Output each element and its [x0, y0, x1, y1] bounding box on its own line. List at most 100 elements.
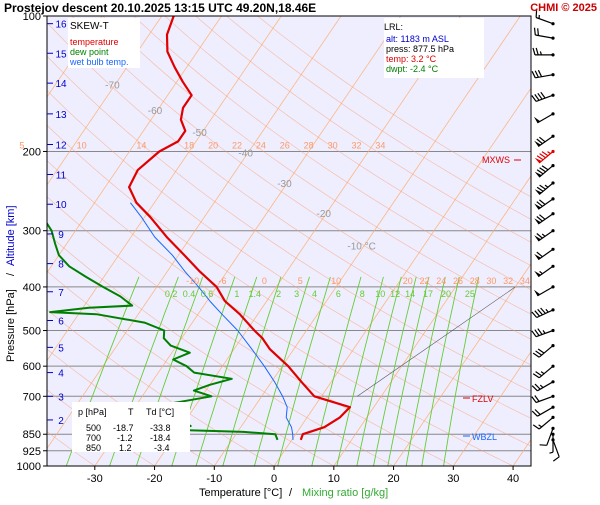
level-table-header-p: p [hPa]	[78, 407, 107, 417]
pressure-tick-label: 500	[23, 326, 41, 338]
level-row-td: -18.4	[150, 433, 171, 443]
adiabat-label: -6	[219, 276, 227, 286]
adiabat-label: 30	[328, 140, 338, 150]
pressure-tick-label: 925	[23, 446, 41, 458]
isotherm-label: -30	[277, 179, 292, 190]
wind-barb-dot	[551, 395, 554, 398]
mixing-ratio-label: 1	[234, 289, 239, 299]
wind-barb-dot	[551, 285, 554, 288]
adiabat-label: -10	[186, 276, 199, 286]
isotherm-label: -50	[192, 128, 207, 139]
lrl-press: press: 877.5 hPa	[386, 44, 454, 54]
adiabat-label: 20	[208, 140, 218, 150]
wind-barb-dot	[551, 248, 554, 251]
mixing-ratio-label: 12	[390, 289, 400, 299]
adiabat-label: 18	[184, 140, 194, 150]
level-row-p: 700	[86, 433, 101, 443]
wind-barb-dot	[551, 365, 554, 368]
level-row-t: 1.2	[119, 443, 132, 453]
wind-barb-dot	[551, 73, 554, 76]
mixing-ratio-label: 3	[294, 289, 299, 299]
altitude-tick-label: 4	[58, 369, 64, 380]
altitude-tick-label: 11	[56, 170, 67, 181]
lrl-title: LRL:	[384, 22, 403, 32]
wind-barb-dot	[551, 265, 554, 268]
pressure-tick-label: 300	[23, 226, 41, 238]
mixing-ratio-label: 1.4	[249, 289, 262, 299]
chart-title: Prostejov descent 20.10.2025 13:15 UTC 4…	[4, 1, 316, 15]
altitude-tick-label: 16	[55, 20, 67, 31]
mixing-ratio-label: 25	[465, 289, 475, 299]
mixing-ratio-label: 0.2	[165, 289, 178, 299]
level-row: 700 -1.2 -18.4	[86, 433, 171, 443]
mixing-ratio-label: 20	[441, 289, 451, 299]
wind-barb-feather	[540, 445, 547, 446]
altitude-tick-label: 7	[58, 288, 64, 299]
adiabat-label: 34	[520, 276, 530, 286]
altitude-tick-label: 14	[55, 79, 67, 90]
mixing-ratio-label: 8	[360, 289, 365, 299]
mixing-ratio-label: 0.6	[201, 289, 214, 299]
wind-barb-dot	[551, 416, 554, 419]
wind-barb-dot	[551, 37, 554, 40]
isotherm-label: -60	[148, 106, 163, 117]
wind-barb-dot	[551, 112, 554, 115]
pressure-tick-label: 400	[23, 282, 41, 294]
wind-barb-panel	[531, 16, 600, 466]
pressure-tick-label: 850	[23, 429, 41, 441]
adiabat-label: 10	[77, 140, 87, 150]
lrl-dwpt: dwpt: -2.4 °C	[386, 64, 439, 74]
x-axis-label-2: Mixing ratio [g/kg]	[302, 487, 388, 499]
altitude-tick-label: 8	[58, 260, 64, 271]
adiabat-label: 26	[453, 276, 463, 286]
wind-barb-dot	[551, 406, 554, 409]
wind-barb-dot	[551, 427, 554, 430]
wind-barb-feather	[535, 28, 536, 35]
level-row: 850 1.2 -3.4	[86, 443, 170, 453]
adiabat-label: 0	[262, 276, 267, 286]
adiabat-label: 30	[486, 276, 496, 286]
temperature-tick-label: -20	[147, 473, 163, 485]
wind-barb-dot	[551, 53, 554, 56]
adiabat-label: 5	[298, 276, 303, 286]
altitude-tick-label: 15	[55, 49, 67, 60]
isotherm-label: -10 °C	[347, 241, 375, 252]
wind-barb-dot	[551, 94, 554, 97]
lrl-alt: alt: 1183 m ASL	[386, 34, 449, 44]
wind-barb-dot	[551, 150, 554, 153]
level-table-header-td: Td [°C]	[146, 407, 174, 417]
temperature-tick-label: 30	[447, 473, 459, 485]
adiabat-label: 24	[256, 140, 266, 150]
adiabat-label: 26	[280, 140, 290, 150]
mixing-ratio-label: 17	[423, 289, 433, 299]
pressure-tick-label: 200	[23, 146, 41, 158]
adiabat-label: 32	[503, 276, 513, 286]
altitude-tick-label: 6	[58, 317, 64, 328]
mixing-ratio-label: 6	[336, 289, 341, 299]
altitude-tick-label: 12	[55, 141, 67, 152]
level-row-td: -33.8	[150, 423, 171, 433]
adiabat-label: 22	[420, 276, 430, 286]
wind-barb-dot	[551, 164, 554, 167]
wind-barb-dot	[551, 329, 554, 332]
temperature-tick-label: -10	[206, 473, 222, 485]
isotherm-label: -70	[105, 81, 120, 92]
pressure-tick-label: 1000	[17, 461, 41, 473]
wind-barb-feather	[538, 28, 539, 35]
mixing-ratio-label: 14	[405, 289, 415, 299]
adiabat-label: 20	[403, 276, 413, 286]
temperature-tick-label: 10	[328, 473, 340, 485]
legend-wetbulb: wet bulb temp.	[69, 57, 129, 67]
wind-barb-dot	[551, 229, 554, 232]
adiabat-label: 24	[436, 276, 446, 286]
wind-barb-dot	[551, 22, 554, 25]
legend-title: SKEW-T	[70, 21, 109, 32]
x-axis-label: Temperature [°C]	[199, 487, 282, 499]
pressure-tick-label: 700	[23, 391, 41, 403]
level-table-header-t: T	[128, 407, 134, 417]
y-axis-label-2: Altitude [km]	[5, 205, 17, 266]
adiabat-label: 22	[232, 140, 242, 150]
wind-barb-dot	[551, 308, 554, 311]
